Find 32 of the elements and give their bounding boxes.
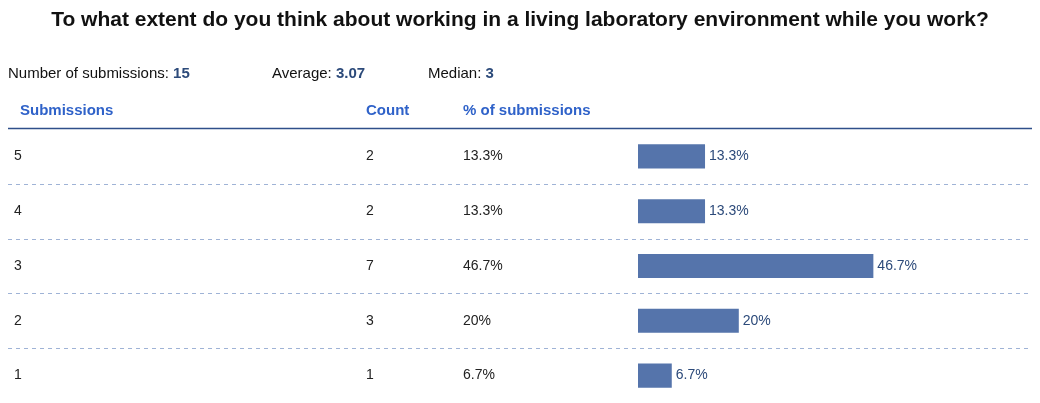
y-tick-label: 1 bbox=[14, 366, 22, 383]
text: 20% bbox=[463, 311, 492, 328]
y-tick-label: 5 bbox=[14, 147, 22, 164]
text: 6.7% bbox=[463, 366, 495, 383]
text: 2 bbox=[366, 147, 374, 164]
data-label: 13.3% bbox=[709, 147, 749, 164]
x-axis-title: % of submissions bbox=[463, 101, 591, 119]
text: 7 bbox=[366, 256, 374, 273]
text: 13.3% bbox=[463, 147, 503, 164]
chart-title: To what extent do you think about working in a living laboratory environment while you work? bbox=[51, 6, 989, 30]
y-tick-label: 2 bbox=[14, 311, 22, 328]
data-label: 6.7% bbox=[675, 366, 708, 383]
text: Number of submissions: 15 bbox=[8, 64, 190, 82]
y-axis-title: Submissions bbox=[20, 101, 114, 119]
text: 3 bbox=[366, 311, 374, 328]
data-label: 20% bbox=[742, 311, 771, 328]
data-label: 13.3% bbox=[709, 202, 749, 219]
bar bbox=[638, 363, 672, 388]
y-tick-label: 4 bbox=[14, 202, 22, 219]
text: 1 bbox=[366, 366, 374, 383]
bar bbox=[638, 199, 706, 224]
text: Average: 3.07 bbox=[272, 64, 366, 82]
bar bbox=[638, 144, 706, 169]
text: 2 bbox=[366, 202, 374, 219]
text: 46.7% bbox=[463, 256, 503, 273]
text: 13.3% bbox=[463, 202, 503, 219]
text: Median: 3 bbox=[428, 64, 494, 82]
bar bbox=[638, 253, 874, 279]
text: Count bbox=[366, 101, 410, 119]
bar bbox=[638, 308, 739, 333]
data-label: 46.7% bbox=[877, 256, 918, 273]
y-tick-label: 3 bbox=[14, 256, 22, 273]
